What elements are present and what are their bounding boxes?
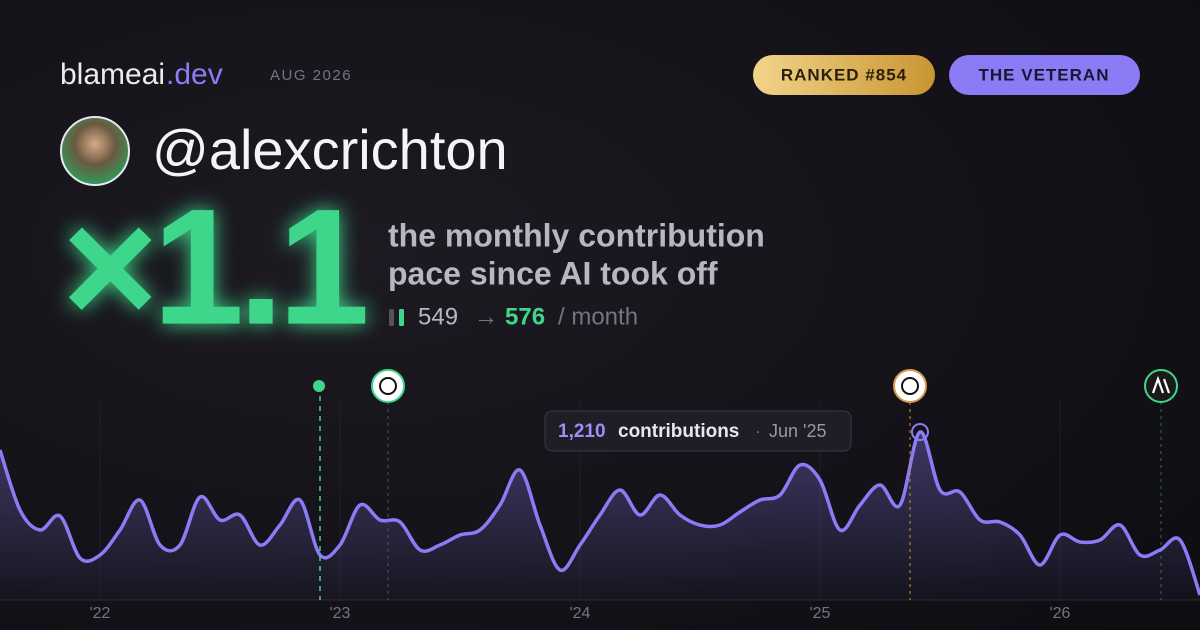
x-tick-label: '26 xyxy=(1050,605,1071,622)
handle: @alexcrichton xyxy=(152,118,508,181)
brand-tld: .dev xyxy=(166,58,223,91)
openai-icon xyxy=(893,369,927,403)
tooltip-label: contributions xyxy=(618,421,739,442)
date: AUG 2026 xyxy=(270,67,352,84)
plot: '22 '23 '24 '25 '26 xyxy=(0,400,1200,622)
tooltip-value: 1,210 xyxy=(558,421,606,442)
openai-icon xyxy=(901,377,919,395)
before-value: 549 xyxy=(418,303,458,330)
x-tick-label: '25 xyxy=(810,605,831,622)
tooltip-sep: · xyxy=(755,421,761,440)
peak-marker xyxy=(911,422,929,441)
x-tick-label: '22 xyxy=(90,605,111,622)
x-tick-label: '23 xyxy=(330,605,351,622)
tooltip xyxy=(544,410,852,452)
icon xyxy=(399,309,404,326)
anthropic-icon xyxy=(1151,375,1171,394)
unit: / month xyxy=(558,303,638,330)
openai-icon xyxy=(379,377,397,395)
icon xyxy=(389,309,394,326)
tier: THE VETERAN xyxy=(979,65,1110,84)
rank-badge xyxy=(753,55,935,95)
x-tick-label: '24 xyxy=(570,605,591,622)
openai-icon xyxy=(371,369,405,403)
event-dot xyxy=(313,380,325,392)
arrow: → xyxy=(474,303,498,330)
desc-line: the monthly contribution xyxy=(388,217,765,253)
rank: RANKED #854 xyxy=(781,65,907,84)
line xyxy=(0,430,1200,596)
tooltip-date: Jun '25 xyxy=(769,421,826,441)
brand: blameai xyxy=(60,58,165,91)
desc-line: pace since AI took off xyxy=(388,255,718,291)
multiplier: ×1.1 xyxy=(62,175,366,359)
avatar xyxy=(60,116,130,186)
tier-badge xyxy=(949,55,1140,95)
after-value: 576 xyxy=(505,303,545,330)
